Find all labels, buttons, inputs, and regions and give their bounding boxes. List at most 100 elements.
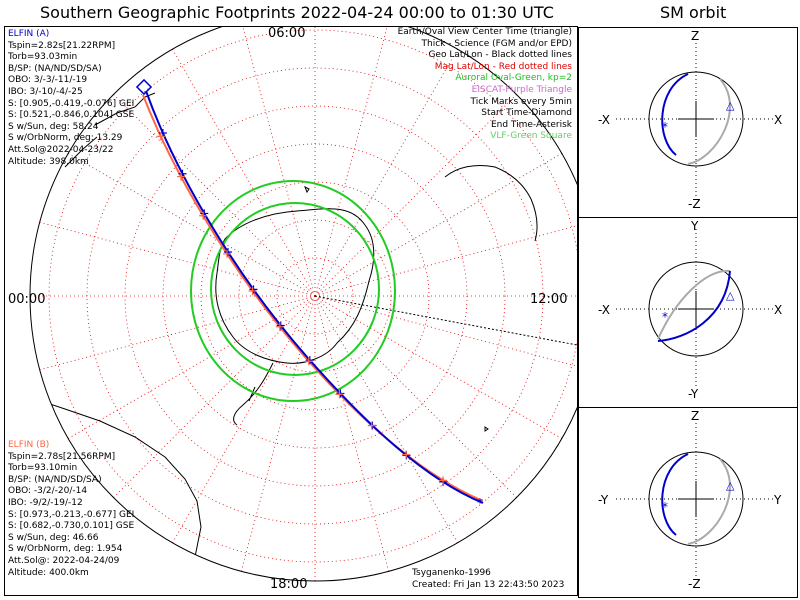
orbit-plot: △ * Z -Z -X X [598, 29, 782, 211]
earth-reference-circle [648, 451, 744, 547]
auroral-oval-inner [210, 202, 380, 376]
legend-item: Auroral Oval-Green, kp=2 [455, 73, 572, 84]
mag-lat-circle [48, 29, 577, 563]
axis-label-left: -Y [598, 493, 609, 507]
elfin-a-info-line: Torb=93.03min [8, 52, 78, 63]
elfin-b-info: ELFIN (B) Tspin=2.78s[21.56RPM] Torb=93.1… [8, 440, 134, 578]
elfin-b-info-line: Tspin=2.78s[21.56RPM] [8, 451, 116, 462]
track-tick [199, 211, 208, 220]
orbit-back [687, 458, 731, 545]
track-tick [402, 450, 411, 459]
mag-lat-circle [276, 257, 354, 335]
track-tick [439, 476, 448, 485]
hour-label-left: 00:00 [8, 292, 46, 307]
axis-label-bottom: -Z [688, 197, 701, 211]
elfin-a-info-line: OBO: 3/-3/-11/-19 [8, 75, 88, 86]
orbit-asterisk: * [662, 120, 668, 134]
track-tick [276, 321, 285, 330]
elfin-a-info-line: IBO: 3/-10/-4/-25 [8, 86, 83, 97]
orbit-plot: △ * Y -Y -X X [598, 219, 782, 401]
axis-label-bottom: -Y [688, 387, 699, 401]
elfin-a-info-line: S: [0.521,-0.846,0.104] GSE [8, 110, 135, 121]
end-asterisk: * [477, 496, 483, 510]
mag-lon-line [314, 212, 577, 297]
orbit-front [661, 453, 689, 536]
orbit-back [687, 78, 731, 165]
legend-item: Geo Lat/Lon - Black dotted lines [428, 50, 572, 61]
track-tick [305, 356, 314, 365]
track-tick [156, 132, 165, 141]
track-tick [248, 286, 257, 295]
map-frame [4, 26, 578, 596]
elfin-b-info-line: S: [0.682,-0.730,0.101] GSE [8, 521, 135, 532]
mag-lon-line [154, 27, 316, 297]
mag-lon-line [37, 135, 316, 297]
elfin-a-info-line: Tspin=2.82s[21.22RPM] [8, 40, 116, 51]
axis-label-left: -X [598, 303, 610, 317]
legend: Earth/Oval View Center Time (triangle) Th… [398, 27, 572, 143]
legend-item: Earth/Oval View Center Time (triangle) [397, 27, 572, 37]
elfin-a-info-line: S: [0.905,-0.419,-0.076] GEI [8, 98, 135, 109]
mag-lon-line [88, 295, 316, 523]
legend-item: Mag Lat/Lon - Red dotted lines [434, 61, 572, 72]
track-tick [249, 285, 258, 294]
mag-lat-circle [124, 105, 506, 487]
credit-created: Created: Fri Jan 13 22:43:50 2023 [412, 579, 565, 590]
track-tick-marks [156, 128, 448, 486]
page-title: Southern Geographic Footprints 2022-04-2… [40, 3, 554, 22]
axis-label-top: Y [690, 219, 699, 233]
island-small [304, 185, 489, 432]
axis-label-right: X [774, 113, 782, 127]
track-tick [223, 247, 232, 256]
hour-label-bottom: 18:00 [270, 577, 308, 592]
track-tick [367, 421, 376, 430]
antarctica-coast [215, 208, 375, 364]
mag-lon-line [231, 27, 316, 297]
axis-label-right: X [774, 303, 782, 317]
legend-item: End Time-Asterisk [490, 119, 572, 130]
midnight-meridian [314, 295, 577, 346]
mag-lon-line [314, 69, 542, 297]
axis-label-top: Z [691, 29, 699, 43]
elfin-b-info-line: S: [0.973,-0.213,-0.677] GEI [8, 509, 135, 520]
orbit-triangle: △ [726, 479, 735, 492]
legend-item: Start Time-Diamond [481, 108, 572, 119]
track-tick [336, 389, 345, 398]
elfin-b-info-line: Altitude: 400.0km [8, 567, 89, 578]
legend-item: Tick Marks every 5min [470, 96, 572, 107]
orbit-panel [578, 407, 798, 598]
axis-label-left: -X [598, 113, 610, 127]
orbit-front [657, 270, 731, 342]
mag-lon-line [314, 27, 476, 297]
earth-reference-circle [648, 261, 744, 357]
credit-author: Tsyganenko-1996 [412, 568, 491, 578]
mag-lon-line [88, 69, 316, 297]
track-tick [176, 172, 185, 181]
mag-lon-line [314, 295, 542, 523]
legend-item: VLF-Green Square [490, 131, 572, 142]
mag-lon-line [314, 295, 399, 581]
antarctic-peninsula [233, 362, 274, 426]
elfin-b-info-line: Torb=93.10min [8, 463, 78, 474]
mag-lon-line [231, 295, 316, 581]
axis-label-right: Y [773, 493, 782, 507]
orbit-triangle: △ [726, 289, 735, 302]
elfin-a-info-line: Altitude: 398.0km [8, 156, 89, 167]
elfin-a-info: ELFIN (A) Tspin=2.82s[21.22RPM] Torb=93.0… [8, 29, 134, 167]
map-horizon [29, 27, 577, 582]
track-tick [335, 390, 344, 399]
elfin-b-info-line: B/SP: (NA/ND/SD/SA) [8, 474, 102, 485]
earth-reference-circle [648, 71, 744, 167]
mag-lon-line [30, 295, 316, 380]
hour-label-top: 06:00 [268, 26, 306, 41]
mag-lon-line [314, 27, 399, 297]
orbit-title: SM orbit [660, 3, 727, 22]
orbit-front [661, 73, 689, 156]
orbit-triangle: △ [726, 99, 735, 112]
elfin-b-info-line: S w/Sun, deg: 46.66 [8, 532, 99, 543]
orbit-asterisk: * [662, 500, 668, 514]
hour-label-right: 12:00 [530, 292, 568, 307]
elfin-b-track [142, 94, 484, 502]
mag-lat-circle [200, 181, 430, 411]
track-tick [275, 322, 284, 331]
